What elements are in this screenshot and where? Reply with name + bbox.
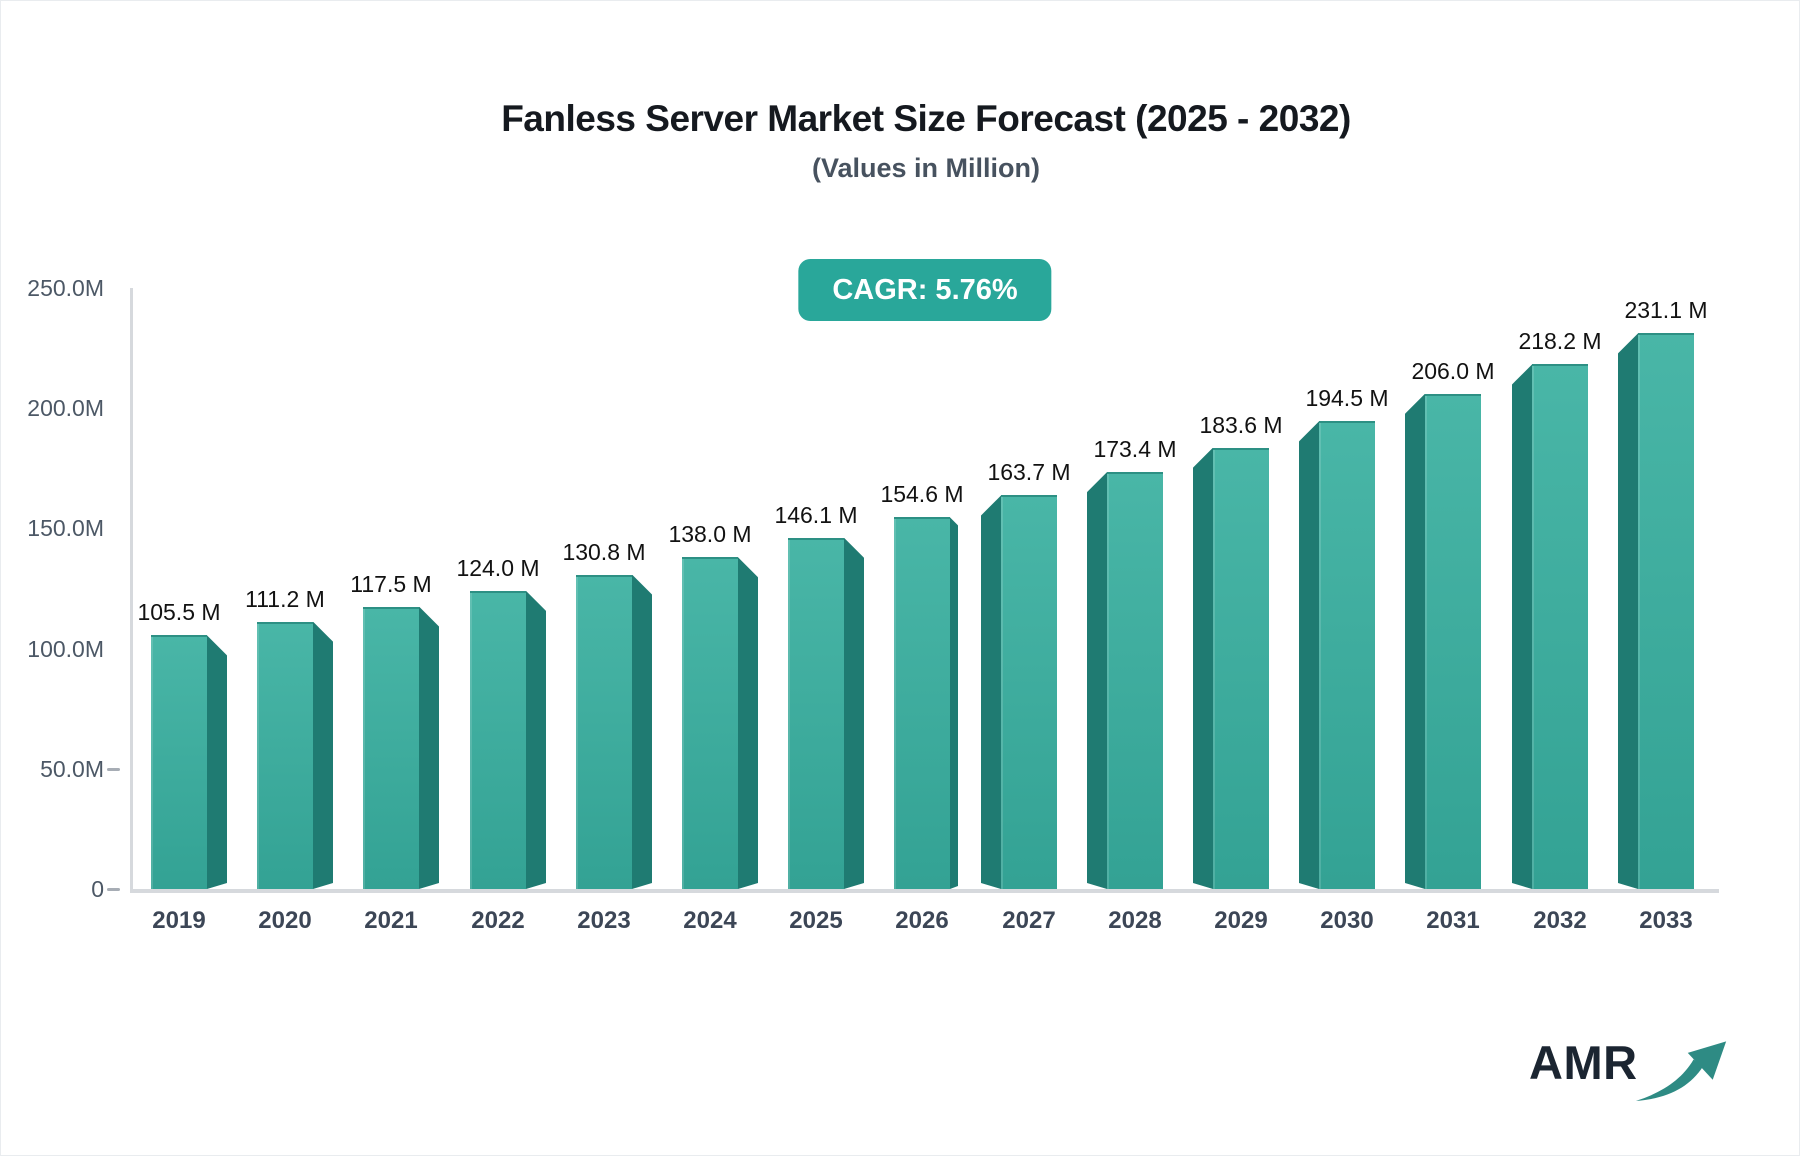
- y-axis-line: [130, 288, 133, 893]
- bar-value-label-2028: 173.4 M: [1093, 436, 1177, 463]
- bar-2021[interactable]: [363, 606, 419, 889]
- bar-2022[interactable]: [470, 590, 526, 889]
- bar-side-2028[interactable]: [1087, 472, 1107, 889]
- bar-2031[interactable]: [1425, 393, 1481, 889]
- bar-value-label-2021: 117.5 M: [350, 570, 432, 597]
- x-tick-label-2022: 2022: [471, 907, 525, 934]
- bar-value-label-2027: 163.7 M: [987, 459, 1071, 486]
- bar-2033[interactable]: [1638, 333, 1694, 889]
- x-tick-label-2028: 2028: [1108, 907, 1162, 934]
- bar-2026[interactable]: [894, 517, 950, 889]
- chart-title: Fanless Server Market Size Forecast (202…: [501, 98, 1351, 139]
- bar-2027[interactable]: [1001, 495, 1057, 889]
- bar-2025[interactable]: [788, 537, 844, 889]
- bar-value-label-2029: 183.6 M: [1199, 411, 1283, 438]
- y-tick-label-0: 0: [91, 876, 104, 902]
- x-tick-label-2029: 2029: [1214, 907, 1268, 934]
- x-tick-label-2032: 2032: [1533, 907, 1587, 934]
- y-tick-label-100.0M: 100.0M: [27, 635, 104, 662]
- bar-value-label-2030: 194.5 M: [1305, 385, 1389, 412]
- bar-value-label-2025: 146.1 M: [774, 501, 858, 528]
- x-axis-baseline: [130, 889, 1719, 893]
- x-tick-label-2030: 2030: [1320, 907, 1374, 934]
- x-tick-label-2024: 2024: [683, 907, 737, 934]
- y-tick-mark: [107, 888, 120, 891]
- bar-2020[interactable]: [257, 621, 313, 889]
- bar-value-label-2026: 154.6 M: [880, 481, 964, 508]
- bar-value-label-2019: 105.5 M: [137, 599, 221, 626]
- y-tick-label-50.0M: 50.0M: [40, 755, 104, 782]
- x-tick-label-2033: 2033: [1639, 907, 1693, 934]
- x-tick-label-2026: 2026: [895, 907, 949, 934]
- x-tick-label-2020: 2020: [258, 907, 312, 934]
- bar-2030[interactable]: [1319, 421, 1375, 889]
- bar-side-2023[interactable]: [632, 575, 652, 889]
- bar-value-label-2022: 124.0 M: [456, 554, 540, 581]
- bar-side-2027[interactable]: [981, 495, 1001, 889]
- bar-2019[interactable]: [151, 635, 207, 889]
- x-tick-label-2027: 2027: [1002, 907, 1056, 934]
- y-tick-mark: [107, 767, 120, 771]
- bar-2032[interactable]: [1532, 364, 1588, 889]
- bar-value-label-2031: 206.0 M: [1411, 357, 1495, 384]
- bar-2023[interactable]: [576, 574, 632, 889]
- x-tick-label-2025: 2025: [789, 907, 843, 934]
- bar-2028[interactable]: [1107, 472, 1163, 889]
- bar-value-label-2024: 138.0 M: [668, 521, 752, 548]
- bar-value-label-2020: 111.2 M: [245, 585, 325, 612]
- x-tick-label-2031: 2031: [1426, 907, 1480, 934]
- bar-side-2021[interactable]: [419, 607, 439, 889]
- chart-subtitle: (Values in Million): [811, 153, 1041, 183]
- bar-side-2029[interactable]: [1193, 448, 1213, 889]
- bar-side-2033[interactable]: [1618, 333, 1638, 889]
- bar-side-2025[interactable]: [844, 538, 864, 889]
- bar-2024[interactable]: [682, 557, 738, 889]
- amr-logo-text: AMR: [1529, 1036, 1638, 1089]
- bar-side-2019[interactable]: [207, 635, 227, 889]
- bar-side-2024[interactable]: [738, 557, 758, 889]
- trending-up-arrow-icon: [1635, 1041, 1726, 1101]
- y-tick-label-250.0M: 250.0M: [27, 275, 104, 301]
- bar-side-2026[interactable]: [950, 517, 958, 889]
- bar-side-2031[interactable]: [1405, 394, 1425, 889]
- bar-value-label-2032: 218.2 M: [1518, 328, 1602, 355]
- bar-side-2030[interactable]: [1299, 421, 1319, 889]
- x-tick-label-2021: 2021: [364, 907, 418, 934]
- bar-side-2022[interactable]: [526, 591, 546, 889]
- x-tick-label-2019: 2019: [152, 907, 206, 934]
- amr-logo[interactable]: AMR: [1529, 1037, 1730, 1107]
- cagr-badge: CAGR: 5.76%: [798, 259, 1052, 321]
- bar-side-2020[interactable]: [313, 622, 333, 889]
- bar-2029[interactable]: [1213, 447, 1269, 889]
- bar-value-label-2033: 231.1 M: [1624, 297, 1708, 324]
- bar-side-2032[interactable]: [1512, 364, 1532, 889]
- bar-value-label-2023: 130.8 M: [562, 538, 646, 565]
- y-tick-label-150.0M: 150.0M: [27, 515, 104, 542]
- y-tick-label-200.0M: 200.0M: [27, 395, 104, 422]
- x-tick-label-2023: 2023: [577, 907, 631, 934]
